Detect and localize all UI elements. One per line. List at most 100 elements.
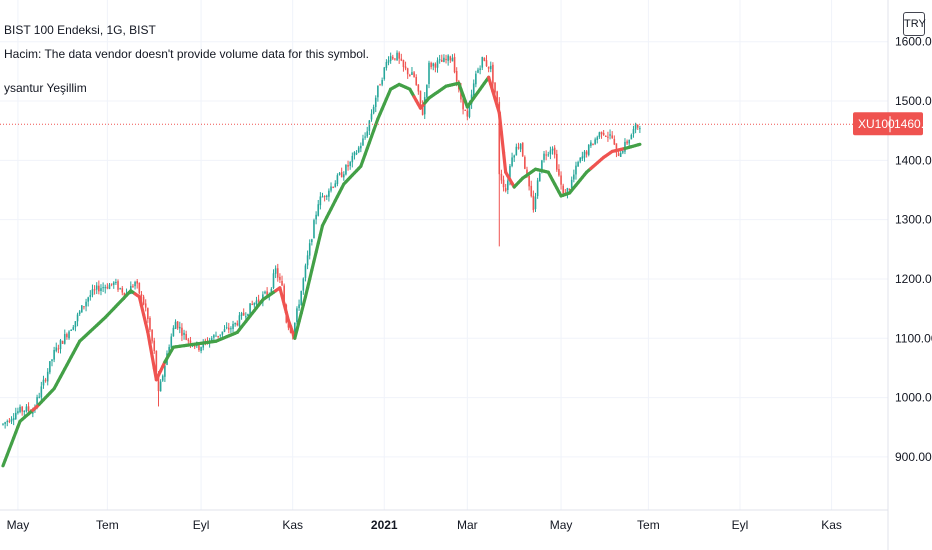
candle-body xyxy=(321,196,324,198)
volume-note: Hacim: The data vendor doesn't provide v… xyxy=(4,47,369,61)
candle-body xyxy=(340,172,343,178)
ma-line xyxy=(1,75,642,468)
candle-body xyxy=(581,156,584,159)
candle-body xyxy=(232,323,234,330)
candle-body xyxy=(504,188,507,191)
candle-body xyxy=(351,155,354,163)
candle-body xyxy=(308,243,311,256)
candle-body xyxy=(590,142,592,146)
candle-body xyxy=(413,72,415,77)
candle-body xyxy=(176,321,179,329)
candle-body xyxy=(440,59,443,62)
candle-body xyxy=(332,186,334,188)
candle-body xyxy=(592,143,594,146)
y-axis-labels: 900.00 1000.00 1100.00 1200.00 1300.00 1400.0… xyxy=(895,35,932,464)
candle-body xyxy=(519,143,522,150)
candle-body xyxy=(485,60,488,67)
candle-body xyxy=(70,330,72,332)
x-tick-label: Mar xyxy=(457,518,478,532)
candle-body xyxy=(81,305,83,313)
candle-body xyxy=(55,347,58,351)
candle-body xyxy=(639,128,641,130)
candle-body xyxy=(402,59,405,67)
candle-body xyxy=(562,185,564,194)
candle-body xyxy=(498,101,501,175)
candle-body xyxy=(604,136,607,138)
candle-body xyxy=(464,109,467,111)
grid-lines xyxy=(0,0,888,510)
candle-body xyxy=(104,287,107,289)
candle-body xyxy=(468,104,471,117)
candle-body xyxy=(78,311,81,315)
candle-body xyxy=(394,58,396,60)
candle-body xyxy=(279,276,281,280)
candle-body xyxy=(409,74,411,76)
candle-body xyxy=(357,147,360,153)
candle-body xyxy=(219,334,222,336)
candle-body xyxy=(511,157,513,166)
candle-body xyxy=(372,107,375,114)
candle-body xyxy=(587,145,590,155)
candle-body xyxy=(436,60,439,68)
candle-body xyxy=(164,365,166,377)
candle-body xyxy=(432,63,435,67)
candle-body xyxy=(481,57,484,68)
candle-body xyxy=(85,301,87,307)
candle-body xyxy=(377,85,379,98)
candle-body xyxy=(147,308,149,320)
candle-body xyxy=(545,154,547,156)
candle-body xyxy=(174,321,177,330)
candle-body xyxy=(472,83,475,96)
candle-body xyxy=(573,174,575,180)
currency-button[interactable]: TRY xyxy=(903,12,926,36)
candle-body xyxy=(144,303,147,308)
candle-body xyxy=(483,57,486,61)
y-tick-label: 1400.00 xyxy=(895,153,932,167)
candle-body xyxy=(151,329,153,342)
candle-body xyxy=(255,300,258,305)
candle-body xyxy=(598,132,601,138)
candle-body xyxy=(181,327,183,336)
candle-body xyxy=(161,375,164,381)
candle-body xyxy=(513,155,515,158)
candle-body xyxy=(247,313,249,316)
candle-body xyxy=(417,84,420,92)
candle-body xyxy=(443,57,445,62)
candle-body xyxy=(325,195,328,197)
candle-body xyxy=(528,175,530,187)
candle-body xyxy=(240,313,243,316)
candle-body xyxy=(411,72,413,75)
candle-body xyxy=(445,58,447,61)
ma-segment xyxy=(636,142,642,147)
y-tick-label: 1500.00 xyxy=(895,94,932,108)
candle-body xyxy=(622,150,624,153)
candle-body xyxy=(613,138,616,145)
candle-body xyxy=(538,173,541,182)
price-badge-symbol: XU100 xyxy=(858,117,895,131)
candle-body xyxy=(389,56,392,61)
candle-body xyxy=(479,68,481,70)
candle-body xyxy=(283,285,285,305)
candle-body xyxy=(600,131,603,135)
candle-body xyxy=(100,288,102,292)
candle-body xyxy=(607,136,609,138)
candle-body xyxy=(236,323,239,326)
candle-body xyxy=(500,173,503,181)
candle-body xyxy=(112,282,115,285)
candle-body xyxy=(336,175,339,185)
candle-body xyxy=(93,289,96,291)
candle-body xyxy=(387,60,390,63)
candle-body xyxy=(227,327,230,330)
symbol-title[interactable]: BIST 100 Endeksi, 1G, BIST xyxy=(4,23,156,37)
candle-body xyxy=(462,98,464,110)
candle-body xyxy=(53,349,55,360)
candle-body xyxy=(32,411,34,414)
candle-body xyxy=(328,190,330,197)
candle-body xyxy=(38,396,41,398)
y-tick-label: 1000.00 xyxy=(895,391,932,405)
candle-body xyxy=(466,110,469,117)
indicator-name[interactable]: ysantur Yeşillim xyxy=(4,81,87,95)
candle-body xyxy=(517,147,520,149)
ma-segment xyxy=(497,111,504,135)
